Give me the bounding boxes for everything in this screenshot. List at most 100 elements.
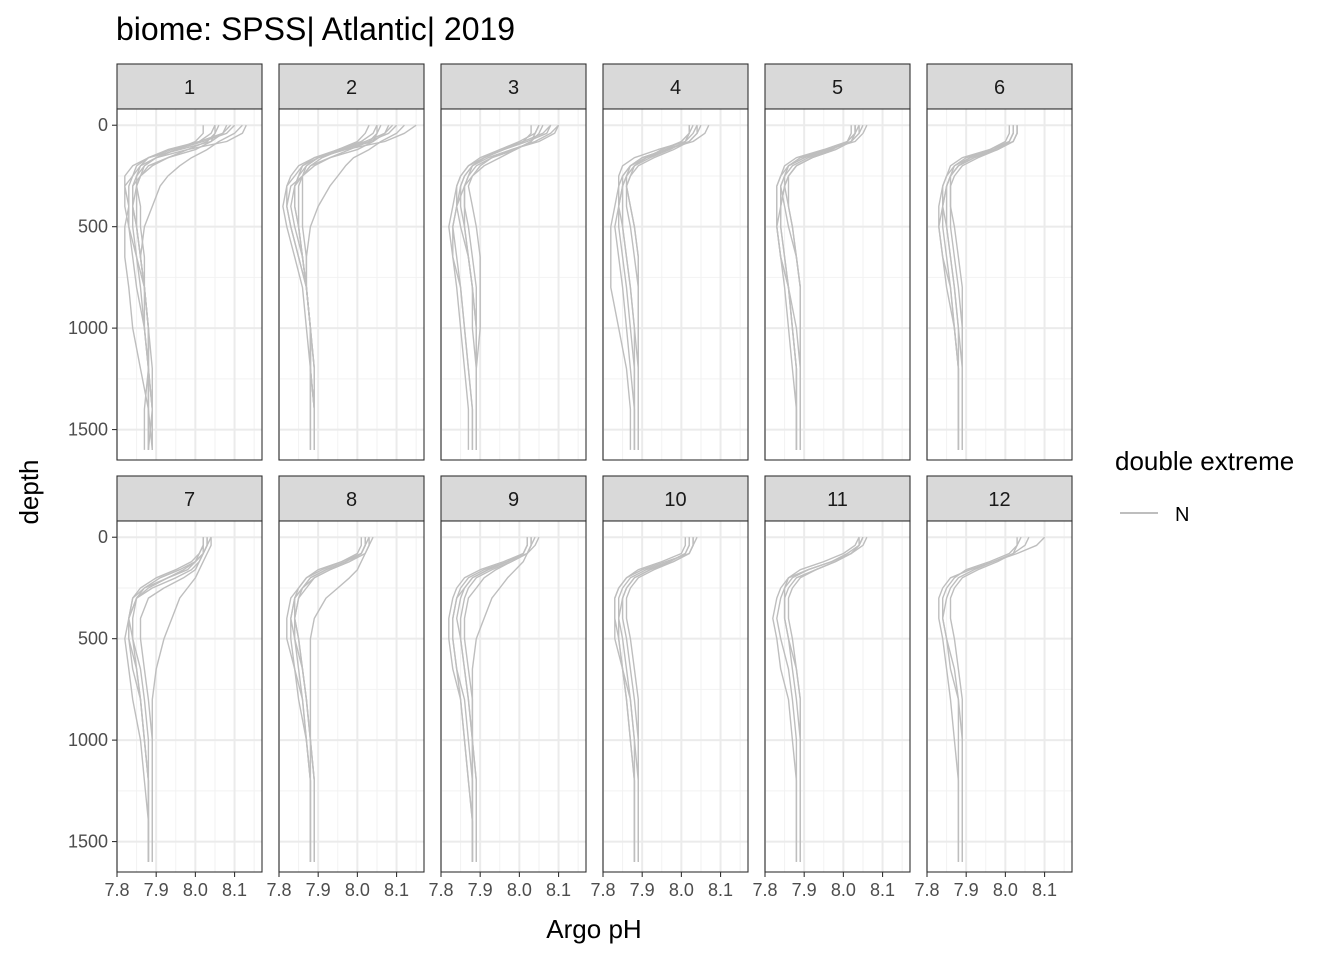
y-tick-label: 1500 xyxy=(68,832,108,852)
profile-line-8-7 xyxy=(290,537,366,862)
x-tick-label: 8.1 xyxy=(222,880,247,900)
facet-strip xyxy=(602,475,749,522)
x-tick-label: 8.0 xyxy=(507,880,532,900)
x-tick-label: 8.1 xyxy=(384,880,409,900)
facet-strip xyxy=(278,475,425,522)
legend: double extreme N xyxy=(1115,446,1294,526)
profile-line-10-4 xyxy=(618,537,690,862)
chart-title: biome: SPSS| Atlantic| 2019 xyxy=(116,11,515,47)
x-tick-label: 8.0 xyxy=(993,880,1018,900)
facet-panel-5: 5 xyxy=(764,63,911,461)
facet-strip-label: 5 xyxy=(832,77,843,99)
profile-line-1-3 xyxy=(139,124,243,450)
x-tick-label: 7.8 xyxy=(104,880,129,900)
panel-border xyxy=(602,520,749,873)
facet-strip-label: 4 xyxy=(670,77,681,99)
x-tick-label: 8.0 xyxy=(345,880,370,900)
facet-panel-11: 11 7.8 7.9 8.0 8.1 xyxy=(752,475,911,900)
panel-background xyxy=(927,109,1072,460)
x-tick-label: 7.8 xyxy=(752,880,777,900)
profile-line-7-5 xyxy=(128,537,204,862)
panel-background xyxy=(117,521,262,872)
profile-line-6-6 xyxy=(942,125,1014,450)
panel-background xyxy=(441,521,586,872)
x-tick-label: 8.0 xyxy=(831,880,856,900)
facet-strip-label: 10 xyxy=(664,489,686,511)
x-tick-label: 7.9 xyxy=(468,880,493,900)
facet-strip-label: 2 xyxy=(346,77,357,99)
panel-border xyxy=(926,108,1073,461)
profile-line-6-5 xyxy=(945,125,1010,450)
profile-line-11-1 xyxy=(772,536,864,862)
facet-strip xyxy=(764,475,911,522)
profile-line-7-7 xyxy=(128,537,204,862)
panel-background xyxy=(117,109,262,460)
panel-border xyxy=(764,520,911,873)
panel-background xyxy=(279,521,424,872)
x-tick-label: 7.9 xyxy=(144,880,169,900)
y-tick-label: 1000 xyxy=(68,730,108,750)
facet-strip-label: 9 xyxy=(508,489,519,511)
profile-line-8-6 xyxy=(294,536,370,862)
profile-line-5-7 xyxy=(776,125,852,450)
panel-border xyxy=(116,108,263,461)
facet-strip xyxy=(440,475,587,522)
x-tick-label: 7.8 xyxy=(914,880,939,900)
facet-panel-2: 2 xyxy=(278,63,425,461)
profile-line-4-7 xyxy=(614,124,698,450)
facet-panel-3: 3 xyxy=(440,63,587,461)
profile-line-8-5 xyxy=(286,537,366,862)
facet-strip xyxy=(116,475,263,522)
profile-line-10-6 xyxy=(621,537,694,862)
x-tick-label: 8.0 xyxy=(669,880,694,900)
x-tick-label: 8.1 xyxy=(870,880,895,900)
x-tick-label: 8.1 xyxy=(708,880,733,900)
y-tick-label: 0 xyxy=(98,115,108,135)
panel-background xyxy=(765,521,910,872)
facet-strip xyxy=(440,63,587,110)
profile-line-3-6 xyxy=(467,124,560,450)
x-tick-label: 7.8 xyxy=(428,880,453,900)
panel-background xyxy=(603,109,748,460)
facet-panel-6: 6 xyxy=(926,63,1073,461)
profile-line-3-8 xyxy=(456,124,552,450)
facet-strip-label: 6 xyxy=(994,77,1005,99)
profile-line-11-4 xyxy=(776,536,864,862)
panel-background xyxy=(765,109,910,460)
facet-strip-label: 12 xyxy=(988,489,1010,511)
profile-line-9-6 xyxy=(459,537,532,862)
facet-strip-label: 1 xyxy=(184,77,195,99)
panel-border xyxy=(440,108,587,461)
facet-panel-7: 7 0 500 1000 1500 7.8 7.9 8.0 8.1 xyxy=(68,475,263,900)
x-tick-label: 8.1 xyxy=(1032,880,1057,900)
panel-background xyxy=(603,521,748,872)
profile-line-9-4 xyxy=(452,536,536,862)
panel-border xyxy=(278,108,425,461)
profile-line-2-8 xyxy=(297,124,398,450)
profile-line-12-3 xyxy=(942,536,1030,862)
profile-line-4-8 xyxy=(618,125,690,450)
facet-strip xyxy=(926,475,1073,522)
y-tick-label: 1000 xyxy=(68,318,108,338)
panel-border xyxy=(926,520,1073,873)
y-tick-label: 0 xyxy=(98,527,108,547)
x-tick-label: 7.8 xyxy=(590,880,615,900)
profile-line-9-7 xyxy=(456,537,528,862)
profile-line-5-8 xyxy=(780,125,856,450)
y-tick-label: 500 xyxy=(78,217,108,237)
x-tick-label: 8.1 xyxy=(546,880,571,900)
panel-border xyxy=(440,520,587,873)
panel-background xyxy=(441,109,586,460)
facet-strip-label: 7 xyxy=(184,489,195,511)
facet-panel-4: 4 xyxy=(602,63,749,461)
x-tick-label: 7.9 xyxy=(630,880,655,900)
y-tick-label: 500 xyxy=(78,629,108,649)
y-tick-label: 1500 xyxy=(68,420,108,440)
x-tick-label: 7.9 xyxy=(954,880,979,900)
x-axis-title: Argo pH xyxy=(546,914,641,944)
panel-border xyxy=(602,108,749,461)
facet-panel-1: 1 0 500 1000 1500 xyxy=(68,63,263,461)
facet-panel-10: 10 7.8 7.9 8.0 8.1 xyxy=(590,475,749,900)
facet-strip xyxy=(926,63,1073,110)
